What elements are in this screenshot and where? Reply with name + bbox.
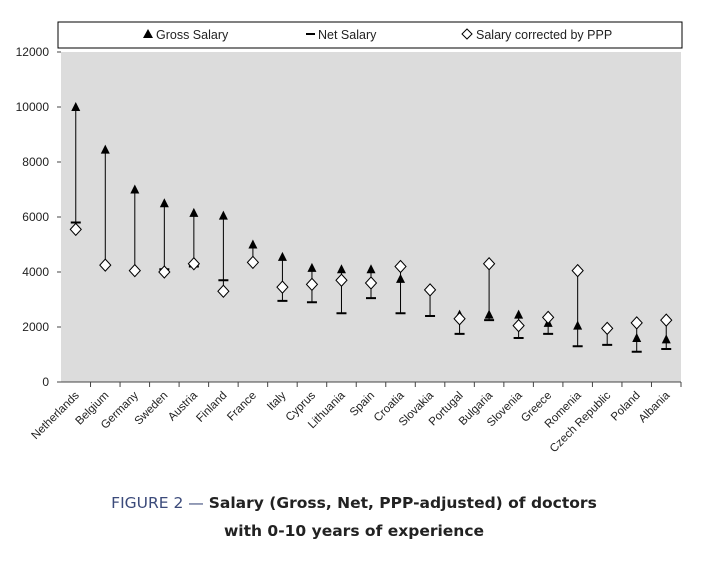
gross-salary-point xyxy=(71,102,81,111)
gross-salary-point xyxy=(277,251,287,261)
gross-salary-point xyxy=(336,264,346,274)
figure-caption-line1: FIGURE 2 — Salary (Gross, Net, PPP-adjus… xyxy=(0,494,708,512)
x-tick-label: Sweden xyxy=(133,390,171,428)
ppp-salary-point xyxy=(601,321,614,336)
ppp-salary-point xyxy=(630,316,643,330)
gross-salary-point xyxy=(661,334,671,344)
plot-area xyxy=(61,52,681,382)
gross-salary-point xyxy=(307,262,317,272)
gross-salary-point xyxy=(396,273,406,283)
gross-salary-point xyxy=(248,239,258,249)
ppp-salary-point xyxy=(158,265,171,279)
legend-box xyxy=(57,21,683,49)
y-tick-label: 2000 xyxy=(22,320,49,334)
legend-gross-label: Gross Salary xyxy=(156,28,229,42)
gross-salary-point xyxy=(100,144,110,154)
ppp-salary-point xyxy=(394,259,407,274)
x-tick-label: Finland xyxy=(194,390,229,425)
legend-net-label: Net Salary xyxy=(318,28,377,42)
figure-title-line1: Salary (Gross, Net, PPP-adjusted) of doc… xyxy=(208,494,597,512)
y-tick-label: 4000 xyxy=(22,265,49,279)
ppp-salary-point xyxy=(217,284,230,298)
ppp-salary-point xyxy=(69,222,82,237)
legend-gross-marker xyxy=(143,29,153,38)
y-tick-label: 8000 xyxy=(22,155,49,169)
y-tick-label: 0 xyxy=(42,375,49,389)
ppp-salary-point xyxy=(305,277,319,292)
figure-label: FIGURE 2 — xyxy=(111,494,204,512)
ppp-salary-point xyxy=(187,257,201,271)
legend: Gross Salary Net Salary Salary corrected… xyxy=(143,28,612,42)
ppp-salary-point xyxy=(423,283,437,297)
y-tick-label: 10000 xyxy=(16,100,50,114)
gross-salary-point xyxy=(218,210,228,220)
x-tick-label: France xyxy=(225,390,259,424)
x-tick-label: Italy xyxy=(265,389,289,413)
gross-salary-point xyxy=(189,207,199,217)
gross-salary-point xyxy=(632,333,642,342)
ppp-salary-point xyxy=(571,263,584,278)
legend-ppp-marker xyxy=(461,28,473,40)
gross-salary-point xyxy=(514,309,524,319)
ppp-salary-point xyxy=(276,280,289,294)
gross-salary-point xyxy=(130,184,140,194)
ppp-salary-point xyxy=(482,257,496,271)
ppp-salary-point xyxy=(246,255,260,270)
gross-salary-point xyxy=(159,198,169,208)
figure-title-line2: with 0-10 years of experience xyxy=(223,522,485,540)
ppp-salary-point xyxy=(512,318,525,333)
y-tick-label: 6000 xyxy=(22,210,49,224)
ppp-salary-point xyxy=(541,310,555,325)
chart-marks xyxy=(69,102,673,353)
gross-salary-point xyxy=(484,309,494,319)
legend-ppp-label: Salary corrected by PPP xyxy=(476,28,612,42)
gross-salary-point xyxy=(573,320,583,330)
ppp-salary-point xyxy=(335,273,348,287)
y-axis: 12000 10000 8000 6000 4000 2000 0 xyxy=(16,45,61,389)
ppp-salary-point xyxy=(99,258,112,272)
ppp-salary-point xyxy=(453,312,466,326)
chart: Gross Salary Net Salary Salary corrected… xyxy=(16,21,683,455)
gross-salary-point xyxy=(366,264,376,274)
ppp-salary-point xyxy=(660,313,673,327)
ppp-salary-point xyxy=(128,263,141,278)
ppp-salary-point xyxy=(364,276,378,290)
x-axis: NetherlandsBelgiumGermanySwedenAustriaFi… xyxy=(30,382,682,455)
x-tick-label: Albania xyxy=(637,389,673,425)
y-tick-label: 12000 xyxy=(16,45,50,59)
x-tick-label: Netherlands xyxy=(30,389,83,442)
